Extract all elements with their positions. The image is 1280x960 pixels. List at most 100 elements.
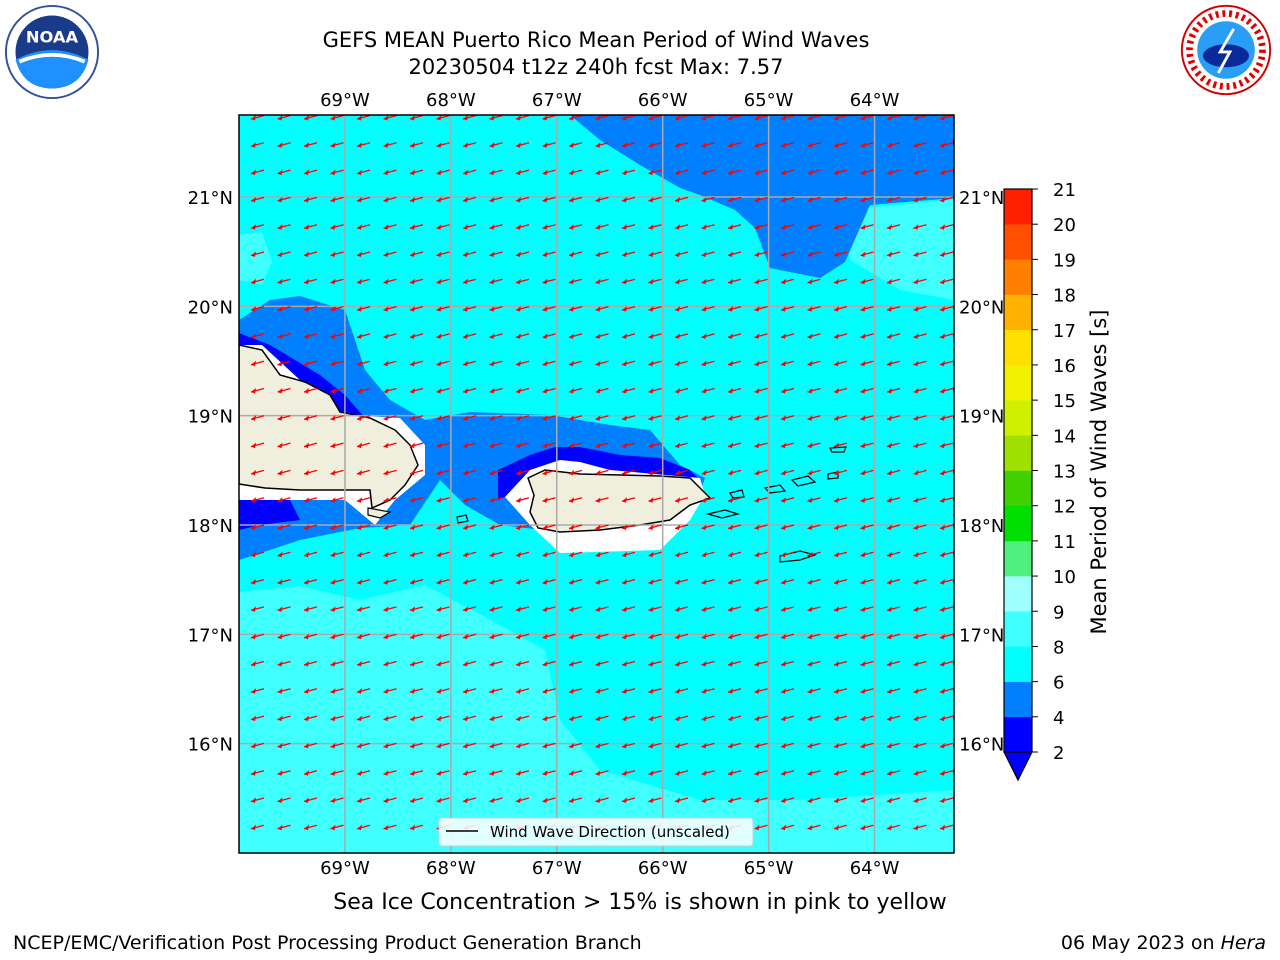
wave-direction-arrowhead: [913, 415, 919, 421]
footer-credit: NCEP/EMC/Verification Post Processing Pr…: [13, 932, 642, 954]
wave-direction-arrowhead: [542, 688, 548, 694]
wave-direction-arrowhead: [940, 661, 945, 667]
wave-direction-arrowhead: [701, 688, 707, 694]
wave-direction-arrowhead: [807, 196, 813, 203]
wave-direction-arrowhead: [781, 688, 786, 694]
wave-direction-arrowhead: [489, 196, 495, 203]
wave-direction-arrowhead: [542, 169, 548, 176]
lat-label-right: 20°N: [959, 297, 1004, 318]
wave-direction-arrowhead: [436, 688, 442, 694]
wave-direction-arrowhead: [251, 606, 256, 612]
wave-direction-arrowhead: [860, 661, 866, 667]
wave-direction-arrowhead: [595, 742, 601, 749]
wave-direction-arrowhead: [330, 415, 336, 421]
wave-direction-arrowhead: [277, 442, 283, 449]
wave-direction-arrowhead: [463, 115, 468, 121]
wave-direction-arrowhead: [383, 606, 389, 612]
wave-direction-arrowhead: [410, 551, 415, 558]
colorbar-segment: [1004, 646, 1032, 682]
wave-direction-arrowhead: [887, 306, 892, 312]
wave-direction-arrowhead: [781, 579, 786, 585]
wave-direction-arrowhead: [807, 824, 813, 831]
wave-direction-arrowhead: [516, 224, 521, 230]
wave-direction-arrowhead: [330, 524, 336, 530]
wave-direction-arrowhead: [807, 715, 813, 722]
wave-direction-arrowhead: [728, 551, 733, 558]
wave-direction-arrowhead: [330, 306, 336, 312]
wave-direction-arrowhead: [781, 469, 786, 476]
legend: Wind Wave Direction (unscaled): [438, 817, 754, 847]
wave-direction-arrowhead: [569, 606, 574, 612]
wave-direction-arrowhead: [860, 715, 866, 722]
wave-direction-arrowhead: [251, 551, 256, 558]
wave-direction-arrowhead: [383, 278, 389, 285]
wave-direction-arrowhead: [383, 442, 389, 449]
wave-direction-arrowhead: [436, 115, 442, 121]
wave-direction-arrowhead: [436, 251, 442, 257]
wave-direction-arrowhead: [383, 797, 389, 803]
wave-direction-arrowhead: [913, 497, 919, 503]
lon-label-bottom: 68°W: [426, 858, 476, 879]
wave-direction-arrowhead: [357, 360, 362, 367]
wave-direction-arrowhead: [648, 415, 654, 421]
wave-direction-arrowhead: [383, 824, 389, 831]
noaa-logo-icon: NOAA: [4, 4, 100, 100]
wave-direction-arrowhead: [622, 360, 627, 367]
wave-direction-arrowhead: [489, 278, 495, 285]
wave-direction-arrowhead: [728, 278, 733, 285]
lat-label-right: 18°N: [959, 516, 1004, 537]
wave-direction-arrowhead: [754, 579, 760, 585]
wave-direction-arrowhead: [860, 524, 866, 530]
lon-label-bottom: 69°W: [320, 858, 370, 879]
wave-direction-arrowhead: [913, 442, 919, 449]
wave-direction-arrowhead: [251, 415, 256, 421]
wave-direction-arrowhead: [542, 742, 548, 749]
colorbar-tick-label: 17: [1053, 321, 1076, 342]
wave-direction-arrowhead: [648, 224, 654, 230]
wave-direction-arrowhead: [357, 661, 362, 667]
wave-direction-arrowhead: [807, 251, 813, 257]
wave-direction-arrowhead: [595, 169, 601, 176]
wave-direction-arrowhead: [701, 579, 707, 585]
wave-direction-arrowhead: [728, 306, 733, 312]
wave-direction-arrowhead: [330, 579, 336, 585]
wave-direction-arrowhead: [251, 661, 256, 667]
wave-direction-arrowhead: [383, 469, 389, 476]
lon-label-bottom: 67°W: [532, 858, 582, 879]
wave-direction-arrowhead: [701, 415, 707, 421]
wave-direction-arrowhead: [277, 415, 283, 421]
wave-direction-arrowhead: [357, 388, 362, 394]
wave-direction-arrowhead: [940, 196, 945, 203]
colorbar-tick-label: 4: [1053, 708, 1064, 729]
colorbar-segment: [1004, 540, 1032, 577]
colorbar-tick-label: 20: [1053, 215, 1076, 236]
wave-direction-arrowhead: [542, 770, 548, 776]
wave-direction-arrowhead: [542, 661, 548, 667]
wave-direction-arrowhead: [887, 333, 892, 339]
field-6-8s-south: [239, 585, 954, 853]
wave-direction-arrowhead: [913, 278, 919, 285]
wave-direction-arrowhead: [701, 551, 707, 558]
lon-label-top: 69°W: [320, 90, 370, 111]
wave-direction-arrowhead: [913, 169, 919, 176]
wave-direction-arrowhead: [675, 415, 680, 421]
wave-direction-arrowhead: [251, 333, 256, 339]
colorbar-label: Mean Period of Wind Waves [s]: [1087, 310, 1111, 635]
wave-direction-arrowhead: [569, 661, 574, 667]
wave-direction-arrowhead: [595, 797, 601, 803]
wave-direction-arrowhead: [463, 661, 468, 667]
wave-direction-arrowhead: [648, 524, 654, 530]
wave-direction-arrowhead: [754, 551, 760, 558]
wave-direction-arrowhead: [410, 524, 415, 530]
wave-direction-arrowhead: [463, 169, 468, 176]
wave-direction-arrowhead: [622, 333, 627, 339]
wave-direction-arrowhead: [489, 469, 495, 476]
wave-direction-arrowhead: [648, 606, 654, 612]
wave-direction-arrowhead: [728, 606, 733, 612]
wave-direction-arrowhead: [807, 579, 813, 585]
wave-direction-arrowhead: [569, 715, 574, 722]
wave-direction-arrowhead: [330, 551, 336, 558]
colorbar-segment: [1004, 259, 1032, 295]
wave-direction-arrowhead: [595, 715, 601, 722]
wave-direction-arrowhead: [277, 742, 283, 749]
